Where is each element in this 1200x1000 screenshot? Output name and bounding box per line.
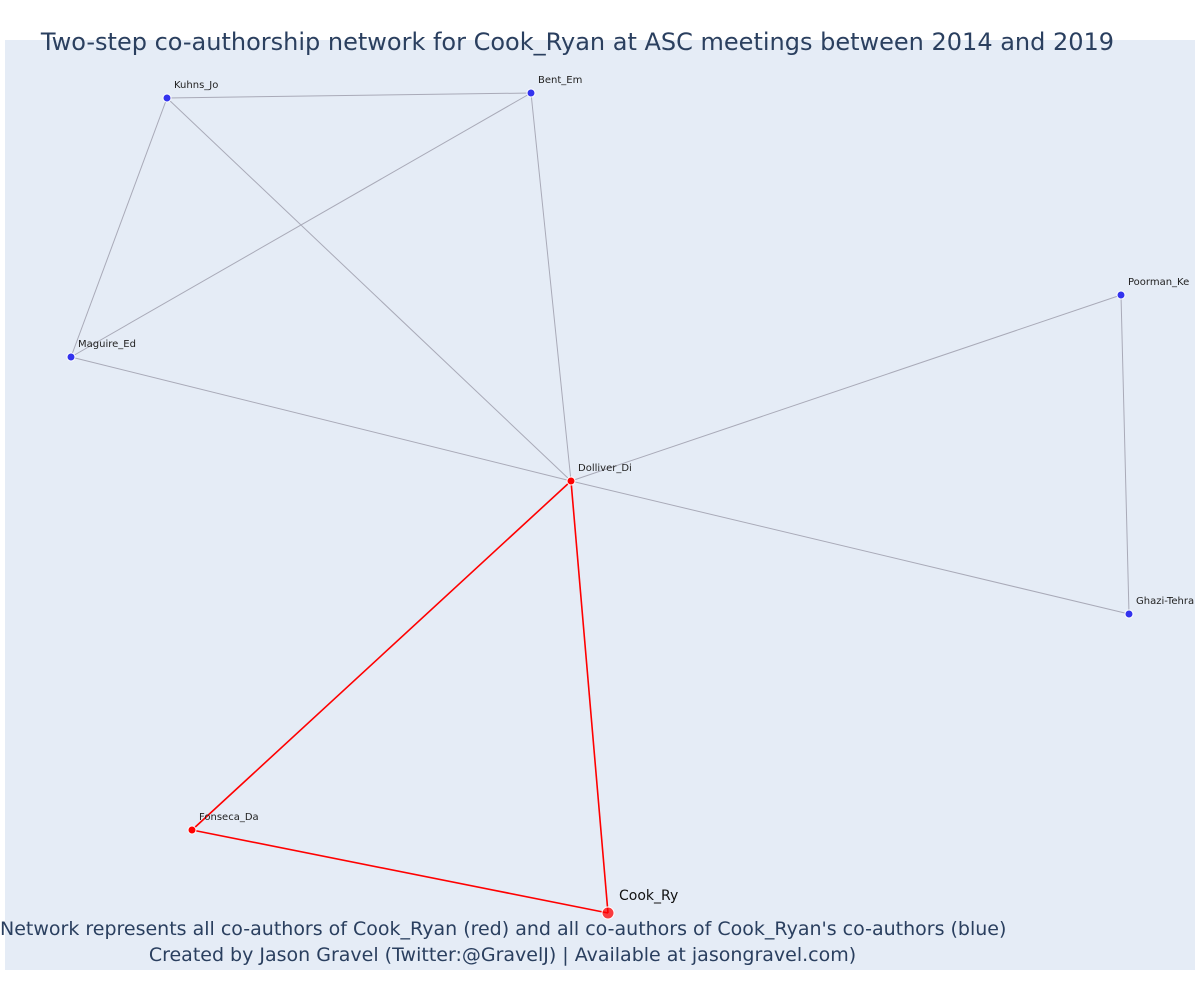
node-marker[interactable]	[1116, 290, 1126, 300]
node-label: Dolliver_Di	[578, 463, 632, 474]
node-Bent_Em[interactable]: Bent_Em	[526, 75, 582, 98]
edge-Kuhns_Jo-Dolliver_Di	[166, 97, 572, 482]
node-Dolliver_Di[interactable]: Dolliver_Di	[566, 463, 632, 486]
node-marker[interactable]	[566, 476, 576, 486]
edge-Dolliver_Di-Cook_Ry	[570, 480, 609, 914]
edges-layer	[70, 92, 1130, 914]
edge-Dolliver_Di-Fonseca_Da	[191, 480, 572, 831]
edge-Poorman_Ke-Ghazi-Tehrani	[1120, 294, 1130, 615]
node-Ghazi-Tehrani[interactable]: Ghazi-Tehran	[1124, 596, 1200, 619]
node-Cook_Ry[interactable]: Cook_Ry	[601, 888, 678, 920]
node-label: Maguire_Ed	[78, 339, 136, 350]
node-marker[interactable]	[1124, 609, 1134, 619]
edge-Poorman_Ke-Dolliver_Di	[570, 294, 1122, 482]
node-label: Kuhns_Jo	[174, 80, 218, 91]
node-marker[interactable]	[66, 352, 76, 362]
nodes-layer: Kuhns_Jo Bent_Em Poorman_Ke Maguire_Ed Dolli…	[66, 75, 1200, 920]
node-marker[interactable]	[162, 93, 172, 103]
node-label: Poorman_Ke	[1128, 277, 1189, 288]
edge-Bent_Em-Maguire_Ed	[70, 92, 532, 358]
node-label: Cook_Ry	[619, 888, 678, 904]
node-Maguire_Ed[interactable]: Maguire_Ed	[66, 339, 136, 362]
edge-Maguire_Ed-Dolliver_Di	[70, 356, 572, 482]
edge-Kuhns_Jo-Bent_Em	[166, 92, 532, 99]
edge-Fonseca_Da-Cook_Ry	[191, 829, 609, 914]
node-marker[interactable]	[187, 825, 197, 835]
node-label: Ghazi-Tehran	[1136, 596, 1200, 607]
node-Poorman_Ke[interactable]: Poorman_Ke	[1116, 277, 1189, 300]
node-label: Bent_Em	[538, 75, 582, 86]
node-marker[interactable]	[601, 906, 615, 920]
chart-title: Two-step co-authorship network for Cook_…	[40, 28, 1115, 56]
node-marker[interactable]	[526, 88, 536, 98]
footnote-legend-description: Network represents all co-authors of Coo…	[0, 918, 1007, 940]
edge-Kuhns_Jo-Maguire_Ed	[70, 97, 168, 358]
node-label: Fonseca_Da	[199, 812, 259, 823]
footnote-credit: Created by Jason Gravel (Twitter:@Gravel…	[148, 944, 857, 966]
edge-Dolliver_Di-Ghazi-Tehrani	[570, 480, 1130, 615]
node-Fonseca_Da[interactable]: Fonseca_Da	[187, 812, 259, 835]
edge-Bent_Em-Dolliver_Di	[530, 92, 572, 482]
node-Kuhns_Jo[interactable]: Kuhns_Jo	[162, 80, 218, 103]
